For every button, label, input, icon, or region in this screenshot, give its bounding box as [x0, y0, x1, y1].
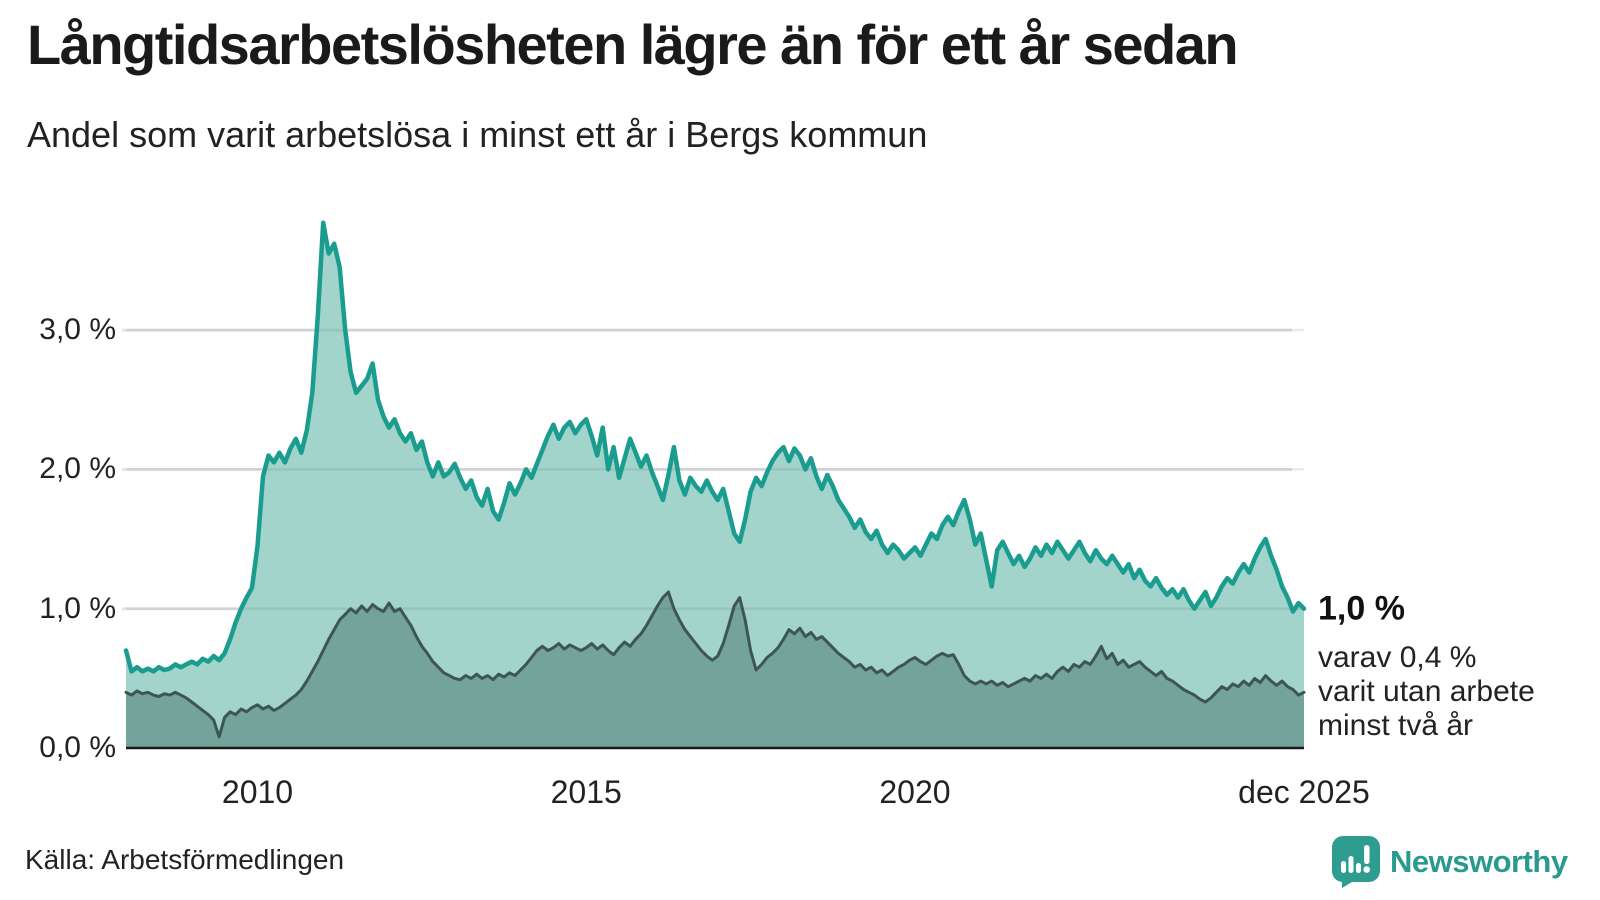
page-title: Långtidsarbetslösheten lägre än för ett …: [27, 13, 1239, 76]
end-value-sublabel-line2: varit utan arbete: [1318, 675, 1535, 709]
source-attribution: Källa: Arbetsförmedlingen: [25, 844, 345, 875]
newsworthy-logo: Newsworthy: [1332, 836, 1568, 888]
end-value-sublabel: varav 0,4 % varit utan arbete minst två …: [1318, 641, 1535, 743]
page-subtitle: Andel som varit arbetslösa i minst ett å…: [27, 114, 928, 155]
y-tick-1: 1,0 %: [39, 591, 116, 625]
end-value-sublabel-line3: minst två år: [1318, 709, 1474, 743]
x-tick-2015: 2015: [550, 774, 622, 810]
gridline-overlays: [126, 328, 1304, 610]
x-tick-2010: 2010: [221, 774, 294, 810]
y-tick-2: 2,0 %: [39, 452, 116, 486]
line-at-least-two-years: [124, 590, 1306, 739]
x-tick-dec-2025: dec 2025: [1238, 774, 1370, 810]
y-tick-3: 3,0 %: [39, 313, 116, 347]
line-at-least-one-year: [123, 220, 1307, 674]
area-fill-at-least-two-years: [126, 592, 1304, 748]
x-tick-2020: 2020: [879, 774, 951, 810]
area-fill-at-least-one-year: [126, 222, 1304, 749]
end-value-sublabel-line1: varav 0,4 %: [1318, 641, 1477, 675]
newsworthy-logo-icon: [1332, 836, 1380, 888]
end-value-label: 1,0 %: [1318, 589, 1405, 628]
newsworthy-logo-text: Newsworthy: [1390, 844, 1568, 879]
y-tick-0: 0,0 %: [39, 731, 116, 764]
